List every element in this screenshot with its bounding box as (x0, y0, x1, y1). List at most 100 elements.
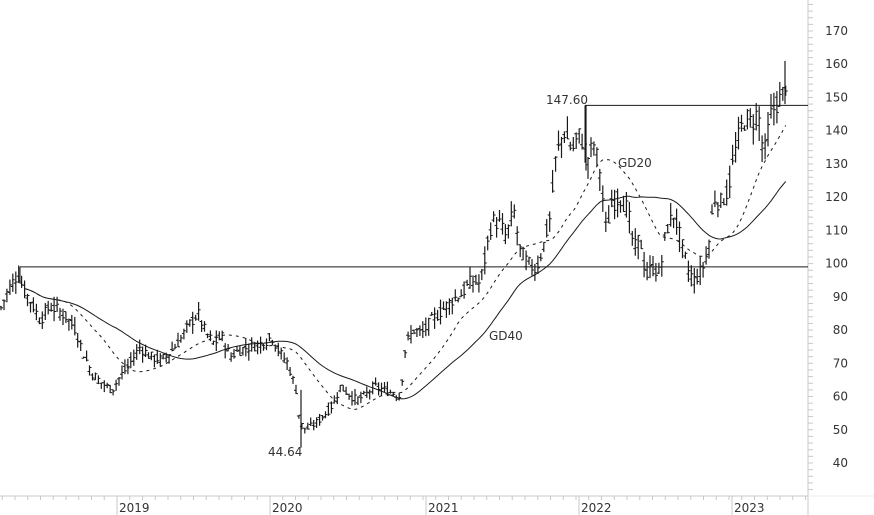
price-bar (55, 296, 60, 312)
price-bar (137, 339, 142, 355)
y-tick-label: 110 (825, 223, 848, 237)
price-bar (75, 332, 80, 348)
y-tick-label: 80 (833, 323, 848, 337)
price-bar (376, 382, 381, 396)
price-bar (364, 386, 369, 398)
y-tick-label: 130 (825, 157, 848, 171)
price-bar (591, 141, 596, 156)
price-bar (308, 417, 313, 426)
price-bar (264, 338, 269, 351)
price-bar (382, 382, 387, 393)
price-bar (468, 267, 472, 289)
price-bar (742, 125, 747, 131)
price-bar (639, 239, 644, 250)
price-bar (518, 244, 523, 258)
price-bar (291, 375, 295, 384)
gd40-label: GD40 (489, 329, 523, 343)
price-bar (553, 156, 558, 172)
price-bar (665, 224, 670, 234)
price-bar (367, 389, 372, 400)
price-bar (774, 91, 779, 124)
price-bar (485, 235, 490, 251)
price-bar (134, 344, 139, 360)
price-bar (710, 204, 714, 215)
price-bar (276, 342, 281, 357)
price-bar (771, 92, 776, 126)
price-bar (745, 108, 750, 130)
price-bar (603, 211, 608, 232)
price-bar (58, 307, 62, 321)
price-bar (205, 333, 210, 339)
price-bar (597, 168, 602, 191)
price-bar (267, 333, 272, 342)
price-bars (0, 60, 788, 448)
price-bar (196, 302, 201, 321)
price-bar (671, 217, 676, 229)
price-bar (636, 234, 641, 260)
y-tick-label: 50 (833, 423, 848, 437)
price-bar (229, 352, 234, 362)
price-bar (90, 373, 95, 381)
price-bar (294, 384, 298, 395)
price-bar (326, 402, 331, 416)
price-bar (13, 271, 18, 294)
price-bar (736, 116, 741, 150)
price-bar (541, 241, 546, 252)
x-tick-label: 2022 (581, 501, 612, 515)
price-bar (332, 395, 337, 404)
price-bar (506, 224, 511, 239)
price-bar (63, 311, 68, 324)
price-bar (417, 325, 422, 337)
price-bar (49, 302, 54, 312)
price-bar (190, 311, 195, 334)
price-bar (403, 350, 408, 358)
price-bar (777, 82, 782, 107)
price-bar (426, 317, 431, 336)
price-bar (473, 274, 478, 285)
price-bar (246, 343, 251, 361)
price-bar (120, 365, 124, 380)
price-bar (34, 303, 39, 321)
y-tick-label: 120 (825, 190, 848, 204)
gd20-label: GD20 (618, 156, 652, 170)
price-bar (105, 382, 110, 389)
price-bar (347, 393, 352, 400)
price-bar (193, 314, 198, 321)
y-tick-label: 150 (825, 90, 848, 104)
price-bar (668, 203, 673, 227)
y-tick-label: 60 (833, 390, 848, 404)
price-bar (84, 350, 89, 362)
price-bar (550, 169, 555, 193)
price-bar (538, 253, 543, 262)
moving-averages (24, 125, 787, 411)
price-bar (176, 332, 180, 348)
y-tick-label: 70 (833, 356, 848, 370)
price-bar (589, 137, 593, 158)
price-bar (683, 251, 688, 259)
price-bar (712, 190, 717, 208)
price-bar (766, 112, 770, 147)
price-bar (707, 239, 711, 259)
price-bar (155, 349, 160, 364)
gd40-line (24, 181, 787, 400)
price-bar (412, 329, 416, 335)
price-bar (565, 116, 570, 140)
price-bar (355, 396, 360, 406)
price-bar (500, 213, 505, 235)
price-bar (648, 255, 652, 279)
price-bar (178, 334, 183, 343)
price-bar (122, 359, 127, 375)
price-bar (69, 314, 74, 330)
low-label: 44.64 (268, 445, 302, 459)
price-bar (615, 188, 620, 218)
price-bar (465, 279, 470, 287)
price-bar (187, 319, 192, 327)
price-bar (627, 201, 632, 234)
annotations: 147.60 44.64 GD20 GD40 (268, 93, 652, 459)
price-bar (606, 205, 611, 224)
price-bar (760, 135, 765, 162)
y-tick-label: 40 (833, 456, 848, 470)
price-bar (414, 327, 419, 337)
x-tick-label: 2019 (119, 501, 150, 515)
